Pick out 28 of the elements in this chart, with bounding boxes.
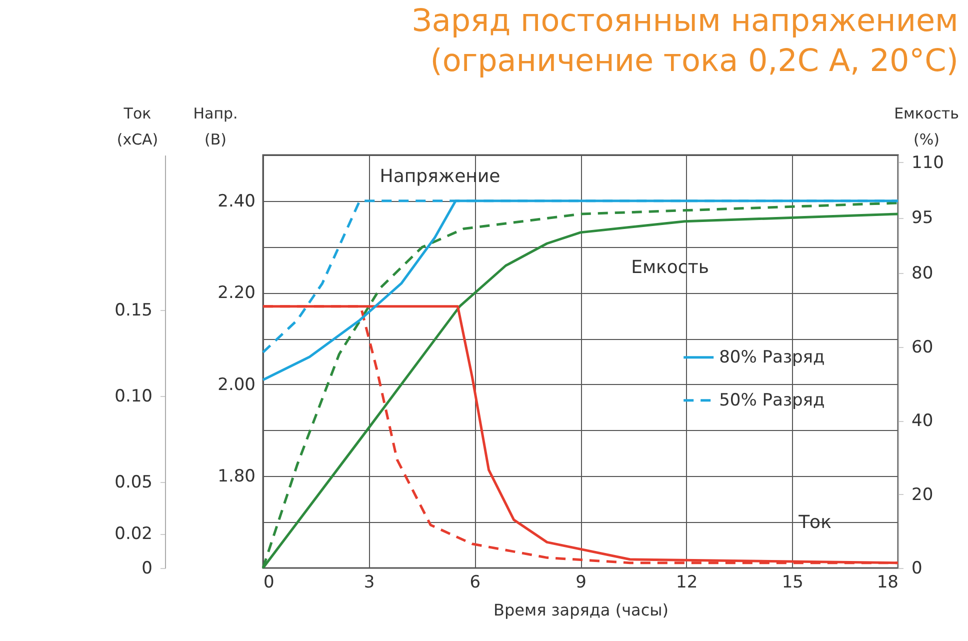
chart-title: Заряд постоянным напряжением (ограничение тока 0,2C A, 20°C) xyxy=(412,3,958,79)
y3-tick-label: 0 xyxy=(912,558,922,578)
y2-tick-label: 0.02 xyxy=(114,524,152,544)
x-tick-label: 6 xyxy=(470,572,481,592)
y3-axis-title: Емкость (%) xyxy=(894,104,959,148)
x-tick-label: 18 xyxy=(876,572,898,592)
y3-tick-label: 20 xyxy=(912,484,934,505)
y-tick-label: 2.40 xyxy=(218,191,256,212)
y3-tick-label: 60 xyxy=(912,337,934,358)
x-tick-label: 12 xyxy=(676,572,698,592)
x-axis-title: Время заряда (часы) xyxy=(494,600,668,620)
y-tick-label: 1.80 xyxy=(218,466,256,487)
x-tick-label: 3 xyxy=(364,572,375,592)
y3-tick-label: 95 xyxy=(912,208,934,228)
y-axis-title: Напр. (В) xyxy=(193,104,238,148)
x-tick-label: 15 xyxy=(782,572,804,592)
y3-tick-label: 110 xyxy=(912,152,944,173)
y-tick-label: 2.20 xyxy=(218,283,256,304)
y2-tick-label: 0.15 xyxy=(114,300,152,320)
y2-axis-title: Ток (xCA) xyxy=(116,104,158,148)
y3-tick-label: 40 xyxy=(912,411,934,431)
x-tick-label: 0 xyxy=(264,572,274,592)
x-tick-label: 9 xyxy=(576,572,586,592)
y2-tick-label: 0.05 xyxy=(114,472,152,492)
y-tick-label: 2.00 xyxy=(218,374,256,395)
y2-tick-label: 0.10 xyxy=(114,386,152,406)
y3-tick-label: 80 xyxy=(912,264,934,284)
y2-tick-label: 0 xyxy=(142,558,152,578)
